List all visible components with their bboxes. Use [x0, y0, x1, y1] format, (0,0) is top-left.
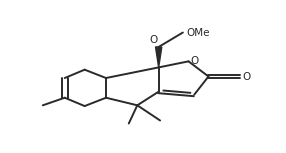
- Text: O: O: [149, 35, 157, 45]
- Text: O: O: [243, 71, 251, 82]
- Polygon shape: [156, 47, 162, 67]
- Text: O: O: [191, 56, 199, 66]
- Text: OMe: OMe: [186, 28, 210, 37]
